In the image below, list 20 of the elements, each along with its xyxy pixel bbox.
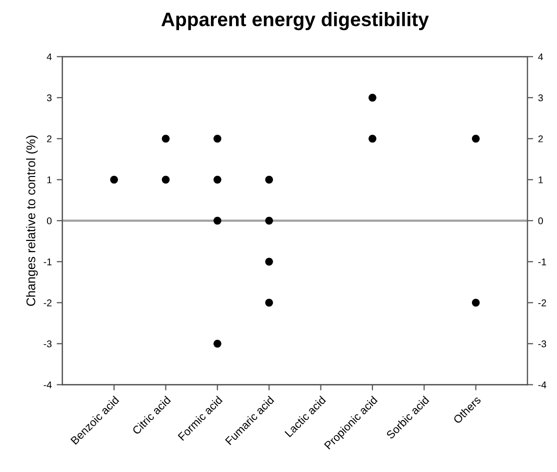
y2-tick-label: 3 bbox=[538, 94, 543, 102]
y2-tick-label: -1 bbox=[538, 258, 546, 266]
y-tick-label: -2 bbox=[44, 299, 52, 306]
y2-tick-label: -3 bbox=[538, 340, 546, 348]
y-tick-label: 1 bbox=[47, 176, 52, 184]
y2-tick-label: 1 bbox=[538, 176, 543, 184]
y2-tick-label: 4 bbox=[538, 53, 544, 60]
y2-tick-label: -4 bbox=[538, 382, 546, 388]
y-tick-label: 3 bbox=[46, 94, 52, 102]
y-tick-label: 0 bbox=[46, 217, 52, 224]
y2-tick-label: 2 bbox=[538, 135, 543, 142]
chart-title: Apparent energy digestibility bbox=[161, 12, 429, 30]
y-axis-title: Changes relative to control (%) bbox=[26, 136, 38, 306]
y-tick-label: -1 bbox=[44, 258, 52, 266]
y2-tick-label: 0 bbox=[538, 217, 543, 224]
y-tick-label: -4 bbox=[44, 382, 52, 388]
y2-tick-label: -2 bbox=[538, 299, 546, 306]
y-tick-label: -3 bbox=[44, 340, 52, 348]
y-tick-label: 4 bbox=[46, 53, 52, 60]
y-tick-label: 2 bbox=[47, 135, 52, 142]
